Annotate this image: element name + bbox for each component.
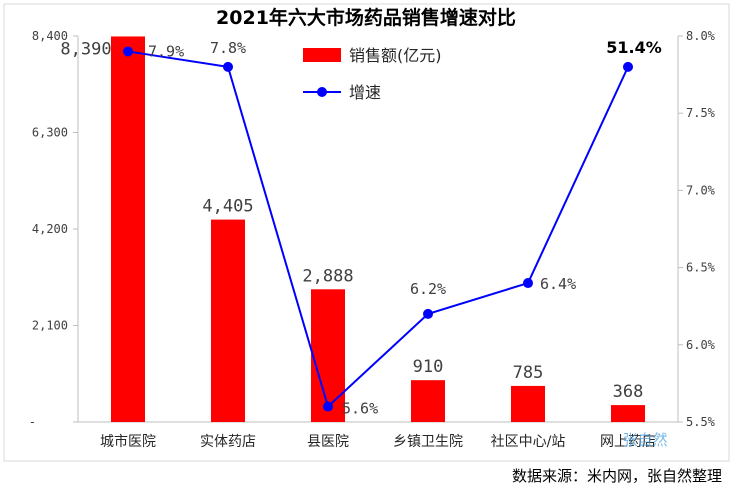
line-growth	[127, 50, 629, 409]
legend-label-growth: 增速	[349, 83, 381, 102]
left-tick-label: 2,100	[32, 319, 68, 333]
bar-value-label: 785	[513, 363, 544, 383]
line-value-label: 6.4%	[540, 275, 576, 293]
bar-value-label: 910	[413, 357, 444, 377]
category-label: 社区中心/站	[491, 434, 566, 450]
line-value-label: 7.8%	[210, 39, 246, 57]
left-tick-label: 4,200	[32, 222, 68, 236]
bar-sales	[611, 405, 645, 422]
legend: 销售额(亿元) 增速	[303, 46, 442, 102]
line-point	[323, 401, 333, 412]
line-point	[623, 61, 633, 72]
bar-sales	[111, 36, 145, 422]
left-tick-label: -	[29, 415, 36, 429]
line-value-label: 5.6%	[342, 400, 378, 418]
category-label: 网上药店	[600, 434, 656, 450]
bar-sales	[411, 380, 445, 422]
line-value-label: 7.9%	[148, 42, 184, 60]
left-tick-label: 6,300	[32, 126, 68, 140]
right-tick-label: 8.0%	[686, 29, 716, 43]
watermark: 张自然	[622, 431, 667, 449]
bar-value-label: 4,405	[202, 197, 253, 217]
right-tick-label: 5.5%	[686, 415, 716, 429]
bar-sales	[511, 385, 545, 422]
legend-swatch-growth-marker	[317, 87, 327, 97]
left-tick-label: 8,400	[32, 29, 68, 43]
line-value-label: 51.4%	[606, 38, 662, 57]
line-point	[523, 278, 533, 289]
source-note: 数据来源：米内网，张自然整理	[512, 467, 722, 485]
bar-sales	[211, 219, 245, 422]
right-tick-label: 7.5%	[686, 106, 716, 120]
bar-value-label: 2,888	[302, 266, 353, 286]
bar-sales	[311, 289, 345, 422]
bar-value-label: 368	[613, 382, 644, 402]
category-label: 县医院	[307, 434, 349, 450]
category-label: 城市医院	[100, 433, 156, 450]
category-label: 乡镇卫生院	[393, 434, 463, 450]
line-point	[123, 46, 133, 57]
legend-label-sales: 销售额(亿元)	[349, 46, 442, 65]
line-point	[423, 308, 433, 319]
plot-area: - 2,100 4,200 6,300 8,400 5.5% 6.0% 6.5% 7.0% 7.5…	[29, 29, 716, 450]
legend-swatch-sales	[303, 48, 341, 62]
bar-value-label: 8,390	[60, 39, 111, 59]
right-tick-label: 7.0%	[686, 183, 716, 197]
right-tick-label: 6.0%	[686, 338, 716, 352]
chart-title: 2021年六大市场药品销售增速对比	[216, 6, 516, 29]
line-point	[223, 61, 233, 72]
category-label: 实体药店	[200, 434, 256, 450]
right-tick-label: 6.5%	[686, 261, 716, 275]
line-value-label: 6.2%	[410, 280, 446, 298]
